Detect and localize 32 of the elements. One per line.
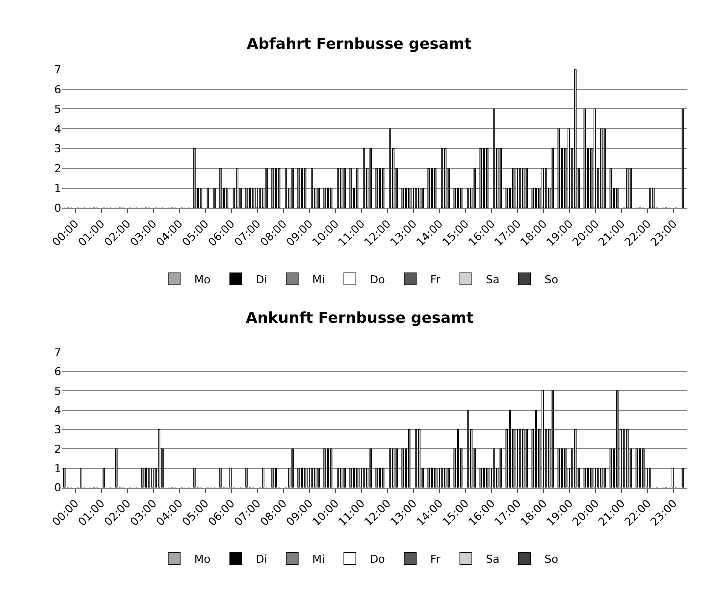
legend-label: Do (370, 553, 386, 566)
y-tick-label: 3 (54, 424, 62, 437)
y-tick-label: 1 (54, 182, 62, 196)
legend-label: Mi (312, 273, 326, 286)
y-tick-label: 0 (54, 482, 62, 495)
y-tick-label: 7 (54, 64, 62, 77)
y-tick-label: 6 (54, 83, 62, 96)
legend-label: Fr (430, 273, 442, 286)
y-tick-label: 5 (54, 384, 62, 398)
y-tick-label: 4 (54, 404, 62, 418)
y-tick-label: 2 (54, 162, 62, 176)
y-tick-label: 7 (54, 346, 62, 360)
chart-title: Abfahrt Fernbusse gesamt (247, 35, 472, 53)
legend-label: Do (370, 273, 386, 286)
legend-label: Di (256, 553, 268, 566)
y-tick-label: 1 (54, 462, 62, 476)
y-tick-label: 6 (54, 365, 62, 378)
legend-label: Mo (194, 273, 211, 286)
legend-label: Mo (194, 553, 211, 566)
legend-label: Mi (312, 553, 326, 566)
legend-label: Fr (430, 553, 442, 566)
y-tick-label: 5 (54, 103, 62, 116)
y-tick-label: 3 (54, 142, 62, 156)
y-tick-label: 2 (54, 442, 62, 456)
legend-label: So (544, 553, 559, 566)
legend-label: Sa (486, 273, 500, 286)
legend-label: So (544, 273, 559, 286)
chart-title: Ankunft Fernbusse gesamt (246, 309, 474, 327)
y-tick-label: 0 (54, 202, 62, 215)
legend-label: Di (256, 273, 268, 286)
legend-label: Sa (486, 553, 500, 566)
y-tick-label: 4 (54, 122, 62, 136)
